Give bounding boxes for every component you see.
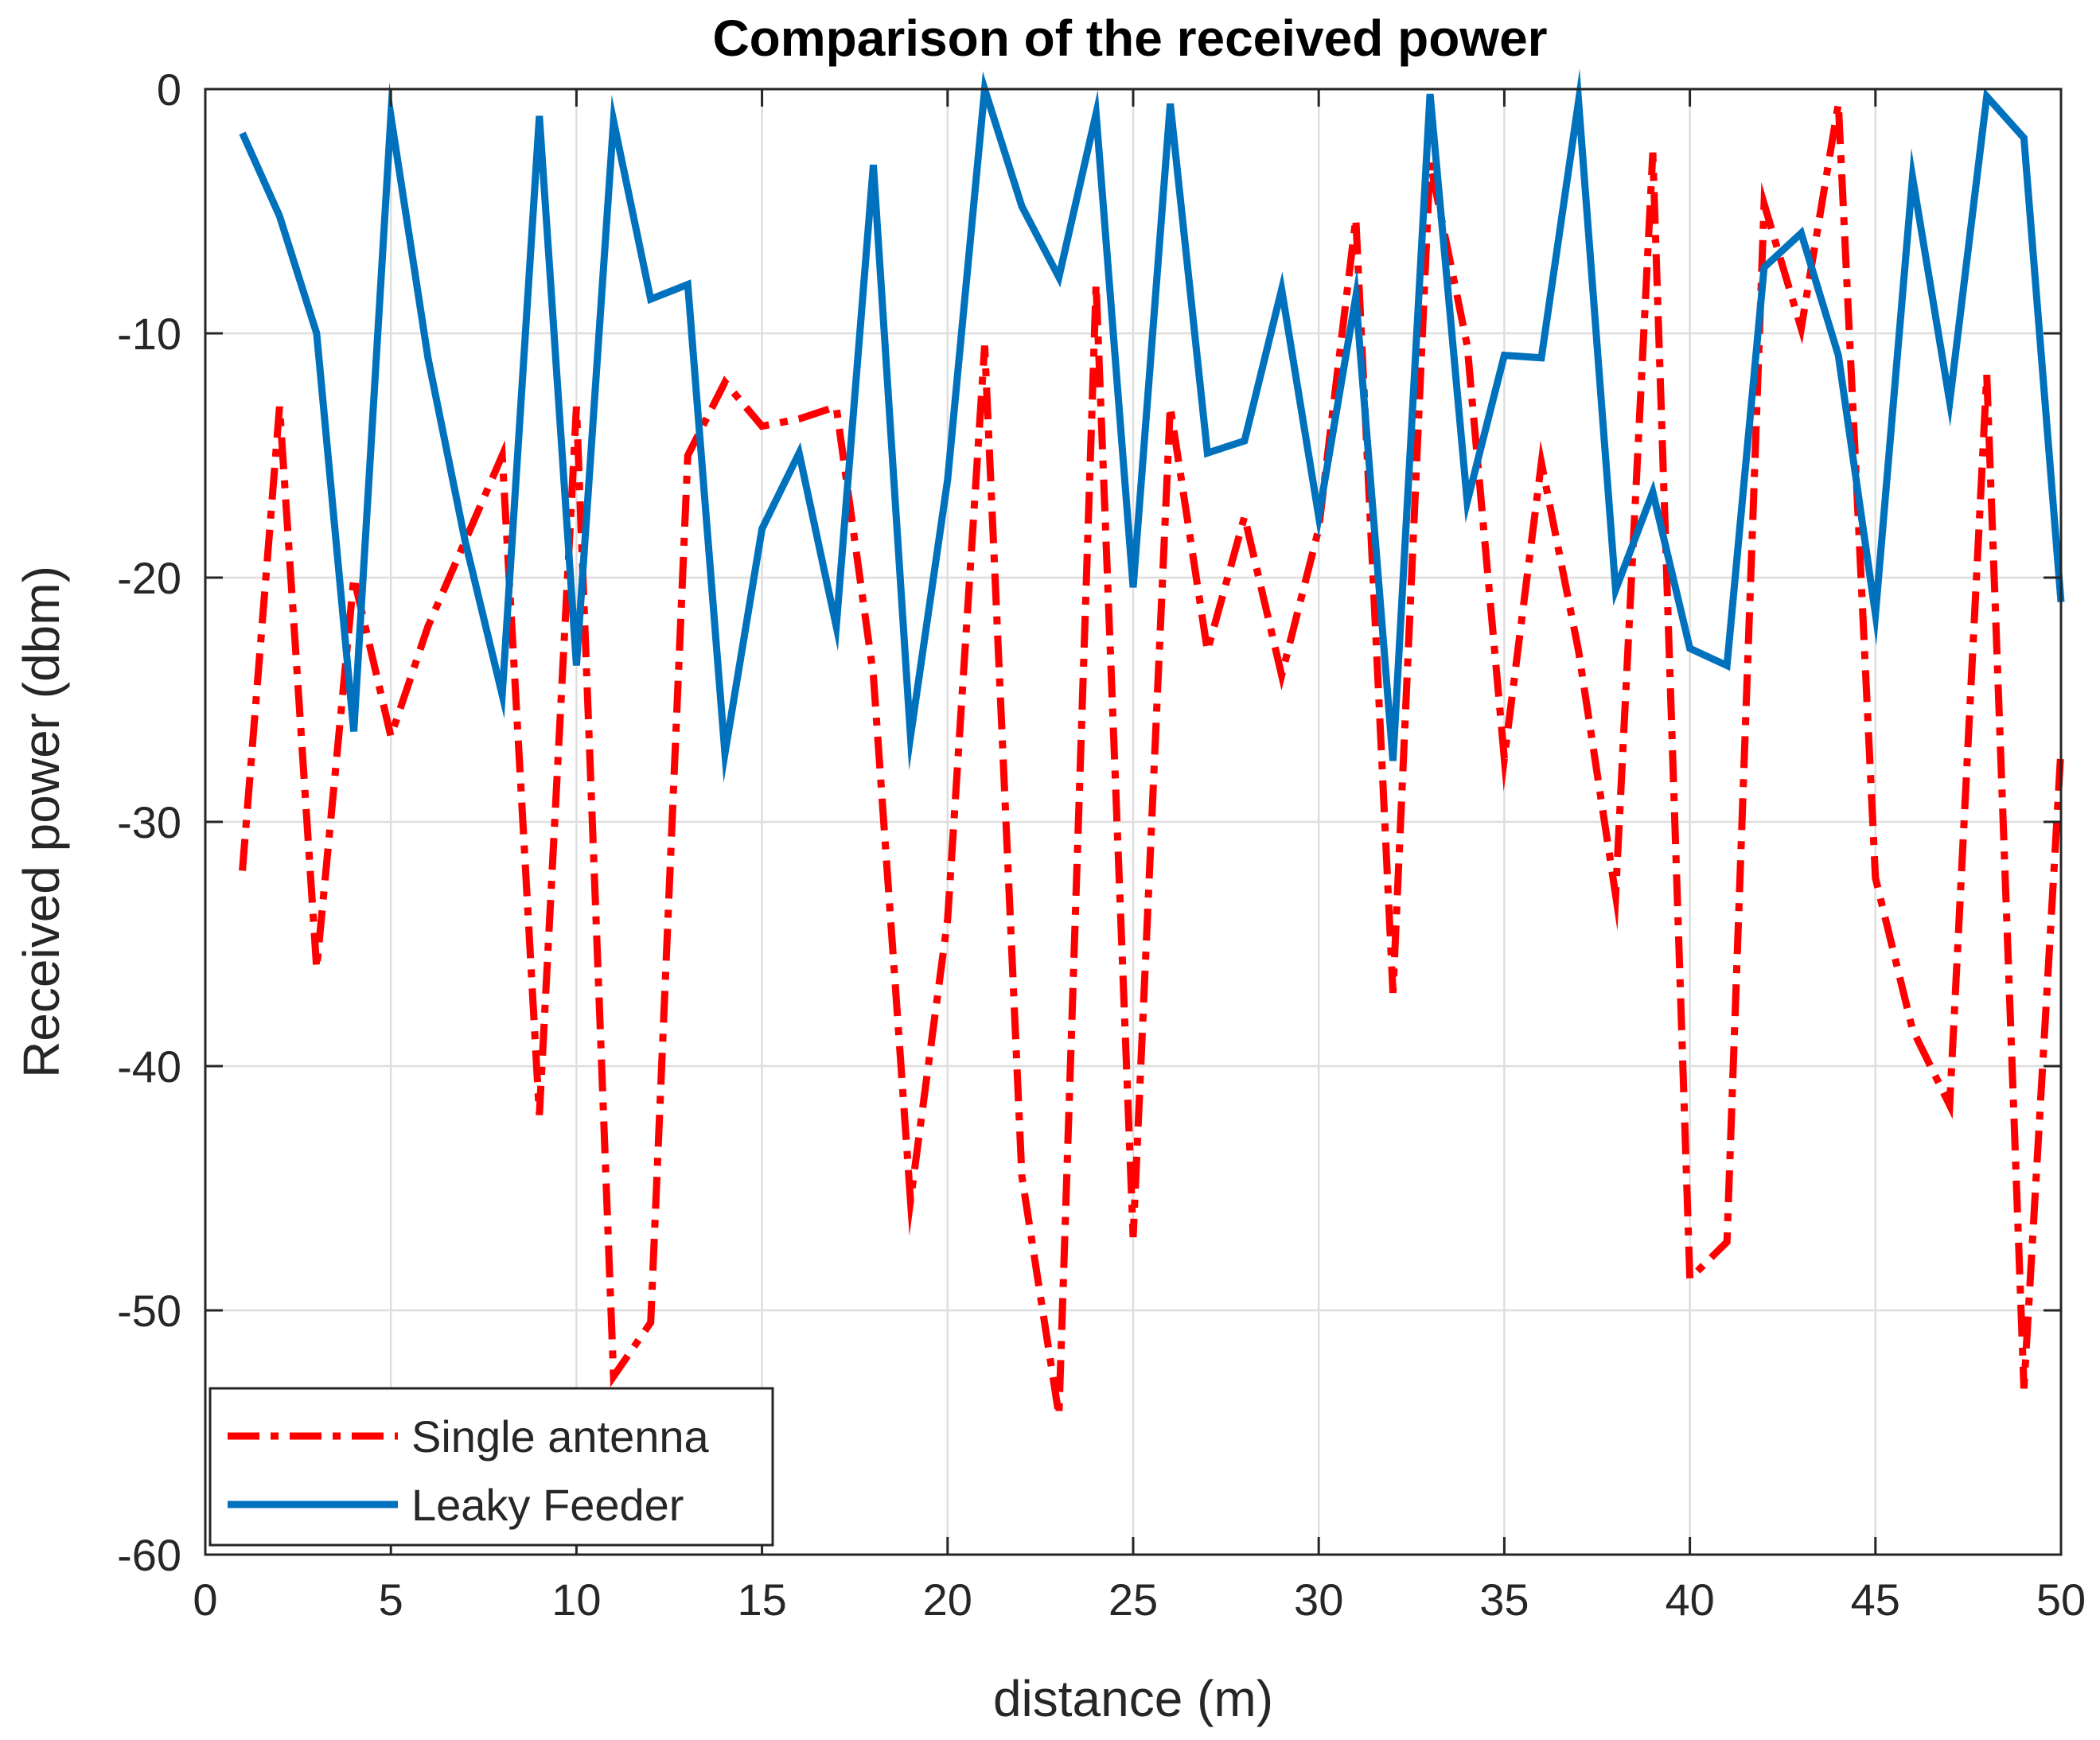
x-tick-label-2: 10 [551, 1575, 601, 1625]
legend-label-leaky-feeder: Leaky Feeder [411, 1480, 684, 1530]
y-tick-label-3: -30 [117, 797, 181, 847]
x-tick-label-3: 15 [737, 1575, 786, 1625]
legend-box [208, 1387, 774, 1547]
y-tick-label-4: -20 [117, 553, 181, 603]
series-line-single-antenna [239, 69, 2065, 1416]
x-tick-label-7: 35 [1479, 1575, 1529, 1625]
y-tick-label-2: -40 [117, 1041, 181, 1092]
x-tick-label-0: 0 [193, 1575, 217, 1625]
y-tick-label-6: 0 [157, 64, 181, 115]
y-tick-label-0: -60 [117, 1530, 181, 1580]
legend-label-single-antenna: Single antenna [411, 1411, 710, 1462]
y-tick-label-1: -50 [117, 1286, 181, 1336]
chart-title: Comparison of the received power [712, 10, 1547, 67]
x-tick-label-1: 5 [379, 1575, 403, 1625]
x-tick-label-4: 20 [923, 1575, 972, 1625]
y-axis-label: Received power (dbm) [13, 566, 70, 1078]
legend: Single antenna Leaky Feeder [208, 1387, 774, 1547]
x-tick-label-10: 50 [2036, 1575, 2086, 1625]
x-tick-labels: 0 5 10 15 20 25 30 35 40 45 50 [193, 1575, 2086, 1625]
series-layer [239, 68, 2065, 1416]
x-tick-label-5: 25 [1108, 1575, 1158, 1625]
y-tick-label-5: -10 [117, 309, 181, 359]
x-axis-label: distance (m) [993, 1670, 1273, 1727]
y-tick-labels: -60 -50 -40 -30 -20 -10 0 [117, 64, 181, 1580]
x-tick-label-8: 40 [1665, 1575, 1714, 1625]
x-tick-label-9: 45 [1851, 1575, 1900, 1625]
x-tick-label-6: 30 [1294, 1575, 1343, 1625]
series-line-leaky-feeder [239, 68, 2065, 784]
